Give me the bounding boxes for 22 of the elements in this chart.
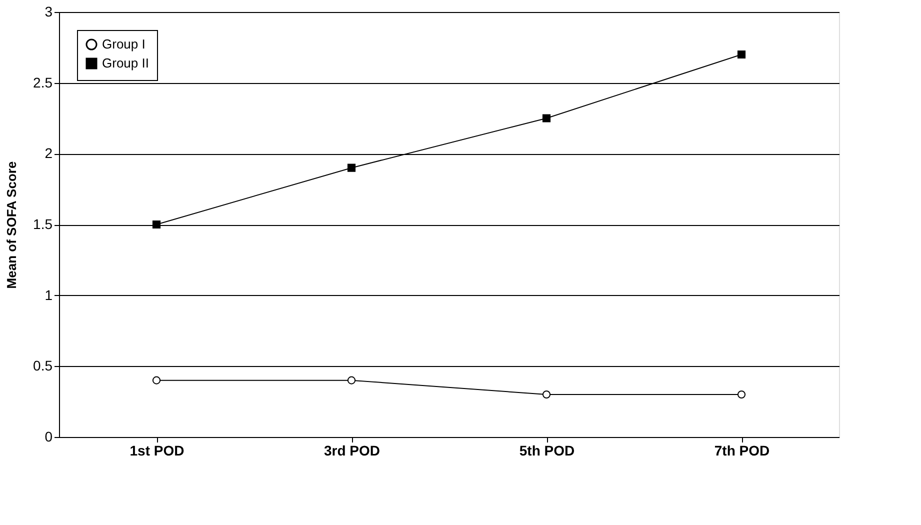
y-tick-label: 0 — [44, 428, 53, 444]
point — [737, 390, 746, 399]
point — [347, 164, 356, 172]
y-tick-label: 3 — [44, 4, 53, 20]
x-tick-label: 1st POD — [130, 442, 184, 458]
x-tick-label: 7th POD — [714, 442, 770, 458]
point — [347, 376, 356, 384]
point — [152, 376, 161, 384]
y-tick-label: 1.5 — [33, 216, 53, 232]
y-axis-title: Mean of SOFA Score — [4, 161, 20, 289]
legend-label: Group II — [102, 56, 149, 70]
y-tick-label: 2 — [44, 145, 53, 162]
point — [542, 390, 551, 399]
point — [737, 50, 746, 59]
x-tick-label: 3rd POD — [324, 442, 380, 458]
point — [152, 220, 161, 229]
y-tick-label: 0.5 — [33, 358, 53, 374]
point — [542, 114, 551, 122]
x-tick-label: 5th POD — [519, 442, 575, 458]
legend-label: Group I — [102, 36, 146, 52]
y-tick-label: 2.5 — [33, 74, 53, 90]
y-tick-label: 1 — [44, 286, 53, 303]
